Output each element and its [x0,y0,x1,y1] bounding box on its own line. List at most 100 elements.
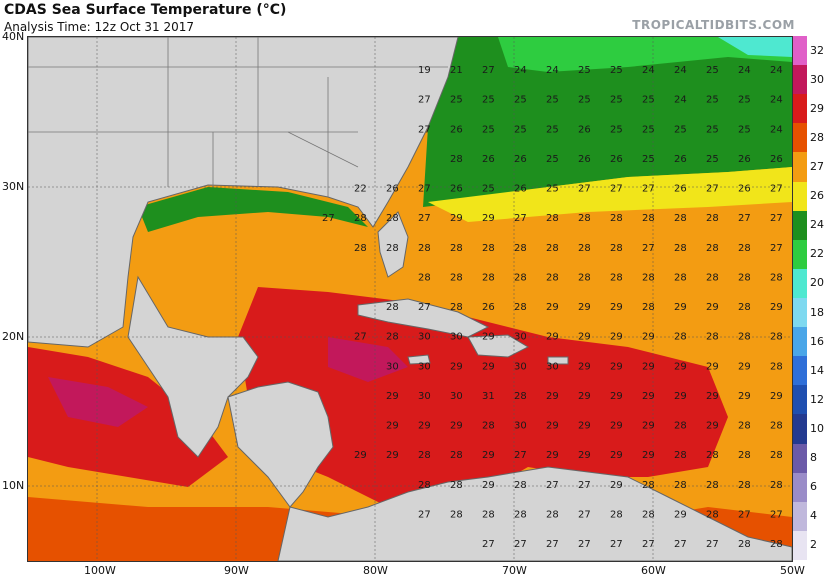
temperature-value: 28 [354,243,367,254]
temperature-value: 27 [770,243,783,254]
temperature-value: 29 [706,391,719,402]
temperature-value: 29 [482,480,495,491]
temperature-value: 29 [578,421,591,432]
temperature-value: 27 [770,213,783,224]
temperature-value: 27 [418,184,431,195]
temperature-value: 28 [738,450,751,461]
temperature-value: 29 [578,302,591,313]
temperature-labels: 19 21 27 24 24 25 25 24 24 25 24 24 27 25 25 25 25 25 25 25… [322,65,783,550]
lat-label-20n: 20N [2,330,25,343]
temperature-value: 27 [578,184,591,195]
temperature-value: 28 [514,509,527,520]
temperature-value: 28 [386,243,399,254]
colorbar-label: 6 [810,480,817,494]
caribbean-peak [328,337,408,382]
temperature-value: 25 [482,184,495,195]
lat-label-10n: 10N [2,479,25,492]
temperature-value: 28 [706,272,719,283]
colorbar-swatch [793,327,807,357]
colorbar-swatch [793,356,807,386]
map-header: CDAS Sea Surface Temperature (°C) Analys… [2,0,833,36]
temperature-value: 30 [514,332,527,343]
temperature-value: 27 [610,184,623,195]
colorbar-label: 18 [810,305,824,319]
temperature-value: 27 [482,539,495,550]
temperature-value: 28 [578,213,591,224]
temperature-value: 29 [450,213,463,224]
temperature-value: 25 [706,154,719,165]
temperature-value: 29 [386,421,399,432]
temperature-value: 28 [706,509,719,520]
temperature-value: 30 [514,421,527,432]
temperature-value: 29 [546,421,559,432]
temperature-value: 26 [482,302,495,313]
temperature-value: 27 [770,184,783,195]
temperature-value: 28 [514,272,527,283]
colorbar-swatch [793,501,807,532]
temperature-value: 27 [482,65,495,76]
temperature-value: 27 [418,95,431,106]
temperature-value: 28 [418,480,431,491]
temperature-value: 27 [514,450,527,461]
gulfstream-cool-band [423,37,792,207]
caribbean-hot-pool [238,287,728,507]
temperature-value: 29 [354,450,367,461]
temperature-value: 25 [642,154,655,165]
temperature-value: 27 [354,332,367,343]
lon-label-90w: 90W [224,564,249,577]
temperature-value: 29 [482,213,495,224]
temperature-value: 19 [418,65,431,76]
temperature-value: 28 [482,272,495,283]
lon-label-60w: 60W [641,564,666,577]
temperature-value: 28 [610,509,623,520]
temperature-value: 30 [386,361,399,372]
temperature-value: 26 [578,124,591,135]
temperature-value: 26 [514,154,527,165]
temperature-value: 29 [610,480,623,491]
temperature-value: 22 [354,184,367,195]
cold-corner [718,37,792,57]
temperature-value: 29 [578,332,591,343]
temperature-value: 25 [450,95,463,106]
temperature-value: 24 [770,124,783,135]
temperature-value: 27 [674,539,687,550]
colorbar-label: 26 [810,189,824,203]
temperature-value: 26 [770,154,783,165]
temperature-value: 28 [642,480,655,491]
colorbar-label: 8 [810,451,817,465]
temperature-value: 29 [770,302,783,313]
temperature-value: 26 [738,184,751,195]
south-america-land [277,466,792,561]
temperature-value: 31 [482,391,495,402]
temperature-value: 28 [418,450,431,461]
temperature-value: 25 [578,95,591,106]
temperature-value: 29 [642,391,655,402]
temperature-value: 29 [610,332,623,343]
temperature-value: 28 [450,302,463,313]
temperature-value: 28 [482,509,495,520]
temperature-value: 26 [738,154,751,165]
colorbar-swatch [793,36,807,66]
temperature-value: 28 [450,272,463,283]
temperature-value: 28 [642,509,655,520]
temperature-value: 24 [770,95,783,106]
temperature-value: 28 [450,480,463,491]
temperature-value: 29 [706,302,719,313]
temperature-value: 26 [386,184,399,195]
temperature-value: 29 [578,391,591,402]
colorbar-swatch [793,414,807,444]
temperature-value: 28 [674,272,687,283]
temperature-value: 27 [738,213,751,224]
temperature-value: 25 [610,65,623,76]
temperature-value: 29 [482,361,495,372]
temperature-value: 28 [770,480,783,491]
temperature-value: 28 [482,421,495,432]
temperature-value: 29 [738,361,751,372]
temperature-value: 28 [770,539,783,550]
temperature-value: 28 [738,480,751,491]
temperature-value: 29 [386,391,399,402]
temperature-value: 28 [514,243,527,254]
temperature-value: 26 [450,124,463,135]
temperature-value: 28 [546,213,559,224]
temperature-value: 28 [354,213,367,224]
